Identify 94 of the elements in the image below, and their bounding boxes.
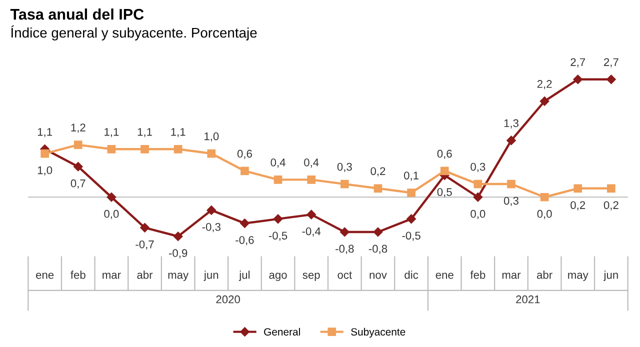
x-tick-label: mar xyxy=(502,272,521,279)
x-tick-label: jul xyxy=(238,270,250,282)
point xyxy=(74,162,83,172)
data-label: 2,2 xyxy=(537,80,552,90)
data-label: 1,1 xyxy=(138,128,152,138)
data-label: -0,8 xyxy=(368,244,388,254)
data-label: 2,7 xyxy=(570,58,586,68)
point xyxy=(140,223,150,232)
point xyxy=(206,206,216,215)
data-label: 0,4 xyxy=(304,158,319,168)
point xyxy=(106,192,116,202)
data-label: 1,2 xyxy=(71,124,86,133)
point xyxy=(374,184,382,193)
point xyxy=(574,184,582,193)
point xyxy=(40,149,49,158)
point xyxy=(173,232,183,241)
x-tick-label: feb xyxy=(470,270,486,279)
x-tick-label: may xyxy=(168,272,189,282)
point xyxy=(507,180,516,188)
data-label: 0,6 xyxy=(237,150,252,159)
data-label: 1,0 xyxy=(204,132,219,142)
data-label: -0,5 xyxy=(268,232,288,241)
data-label: 0,2 xyxy=(604,201,618,210)
data-label: 0,0 xyxy=(470,210,486,220)
data-label: 0,0 xyxy=(537,210,552,220)
point xyxy=(373,227,383,237)
data-label: 0,2 xyxy=(370,167,386,176)
point xyxy=(473,192,483,202)
data-label: -0,9 xyxy=(169,249,188,258)
point xyxy=(140,144,149,154)
point xyxy=(440,166,449,176)
data-label: 1,1 xyxy=(171,128,186,138)
data-label: -0,4 xyxy=(302,227,321,237)
point xyxy=(607,184,616,193)
data-label: -0,8 xyxy=(336,244,354,254)
point xyxy=(340,227,350,237)
data-label: 0,6 xyxy=(437,150,452,159)
point xyxy=(474,180,482,188)
x-tick-label: jun xyxy=(604,270,618,282)
x-tick-label: abr xyxy=(536,270,552,279)
x-tick-label: nov xyxy=(370,272,387,279)
point xyxy=(240,166,249,176)
data-label: 1,0 xyxy=(38,166,52,176)
point xyxy=(174,144,182,154)
point xyxy=(273,214,283,224)
data-label: 0,2 xyxy=(570,201,586,210)
point xyxy=(540,96,550,106)
point xyxy=(606,74,616,84)
text: 2021 xyxy=(516,295,540,304)
point xyxy=(306,210,316,220)
data-label: 0,4 xyxy=(270,158,286,168)
x-tick-label: feb xyxy=(70,270,86,279)
data-label: 2,7 xyxy=(604,58,618,68)
data-label: 0,3 xyxy=(337,162,352,172)
point xyxy=(506,136,516,146)
x-tick-label: jun xyxy=(204,270,218,282)
legend-label: General xyxy=(264,328,300,336)
data-label: -0,3 xyxy=(202,223,220,232)
x-tick-label: may xyxy=(568,272,588,282)
point xyxy=(573,74,582,84)
data-label: 1,1 xyxy=(104,128,119,138)
x-tick-label: ago xyxy=(269,272,287,282)
x-tick-label: sep xyxy=(302,272,320,282)
x-tick-label: dic xyxy=(404,270,418,279)
data-label: 0,3 xyxy=(470,162,486,172)
data-label: 0,1 xyxy=(404,172,418,181)
data-label: -0,5 xyxy=(402,232,420,241)
chart-title: Tasa anual del IPC xyxy=(10,8,144,20)
text: 2020 xyxy=(216,295,240,304)
data-label: 1,1 xyxy=(38,128,52,138)
data-label: 0,5 xyxy=(437,188,452,198)
x-tick-label: abr xyxy=(137,270,153,279)
x-tick-label: ene xyxy=(436,272,454,279)
data-label: 0,7 xyxy=(70,179,86,189)
data-label: -0,7 xyxy=(136,240,154,250)
x-tick-label: ene xyxy=(36,272,54,279)
point xyxy=(107,144,116,154)
point xyxy=(207,149,216,158)
point xyxy=(74,140,82,149)
point xyxy=(340,180,349,188)
point xyxy=(407,188,416,197)
legend-label: Subyacente xyxy=(351,328,406,338)
point xyxy=(274,176,282,184)
data-label: 1,3 xyxy=(504,119,518,128)
x-tick-label: mar xyxy=(102,272,121,279)
chart-subtitle: Índice general y subyacente. Porcentaje xyxy=(11,26,257,40)
point xyxy=(307,176,316,184)
point xyxy=(406,214,416,224)
data-label: 0,0 xyxy=(104,210,119,220)
data-label: 0,3 xyxy=(504,196,518,206)
point xyxy=(240,218,250,228)
point xyxy=(540,192,549,202)
x-tick-label: oct xyxy=(338,272,352,279)
data-label: -0,6 xyxy=(236,236,254,246)
